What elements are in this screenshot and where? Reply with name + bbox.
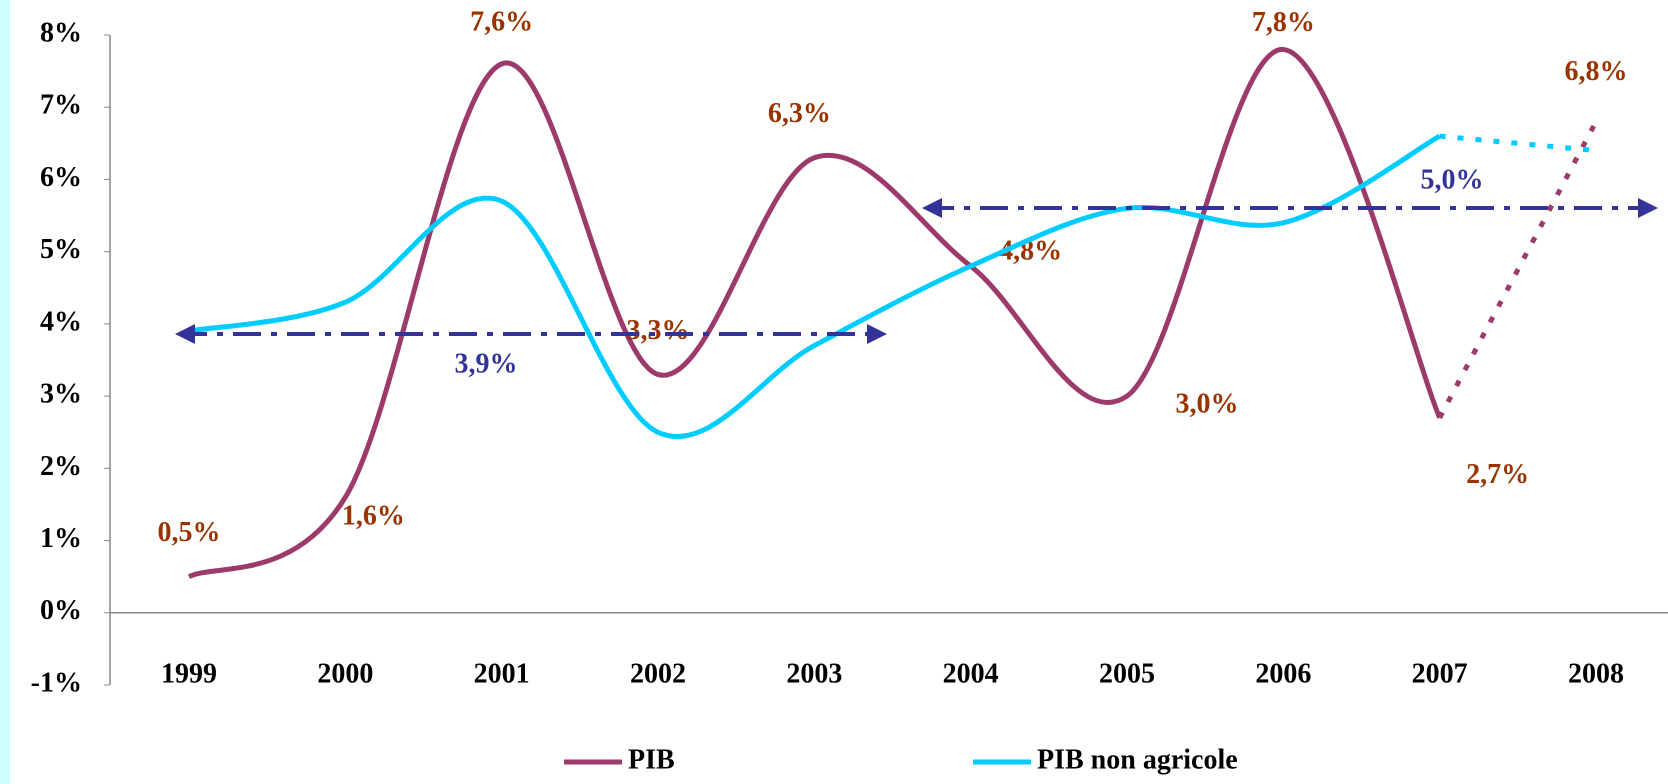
y-tick-label: 2% xyxy=(40,451,82,482)
series-line xyxy=(1439,133,1597,154)
y-tick-label: 6% xyxy=(40,162,82,193)
series-line xyxy=(1437,120,1599,419)
data-label: 3,3% xyxy=(627,315,690,346)
data-label: 2,7% xyxy=(1466,459,1529,490)
x-tick-label: 2004 xyxy=(943,658,999,689)
x-tick-label: 2008 xyxy=(1568,658,1624,689)
y-tick-label: 1% xyxy=(40,523,82,554)
data-label: 1,6% xyxy=(342,501,405,532)
data-label: 6,3% xyxy=(768,98,831,129)
y-tick-label: 0% xyxy=(40,595,82,626)
y-tick-label: 8% xyxy=(40,17,82,48)
data-label: 0,5% xyxy=(158,517,221,548)
series-line xyxy=(188,133,1441,440)
x-tick-label: 1999 xyxy=(161,658,217,689)
side-strip xyxy=(0,0,10,784)
y-tick-label: 4% xyxy=(40,306,82,337)
x-tick-label: 2000 xyxy=(317,658,373,689)
average-label: 3,9% xyxy=(455,348,518,379)
legend-label: PIB non agricole xyxy=(1037,744,1238,775)
series-line xyxy=(187,46,1442,579)
x-tick-label: 2001 xyxy=(474,658,530,689)
legend-label: PIB xyxy=(628,744,675,775)
data-label: 7,6% xyxy=(470,6,533,37)
data-label: 7,8% xyxy=(1252,7,1315,38)
data-label: 3,0% xyxy=(1176,389,1239,420)
x-tick-label: 2003 xyxy=(786,658,842,689)
y-tick-label: 5% xyxy=(40,234,82,265)
y-tick-label: 7% xyxy=(40,90,82,121)
y-tick-label: -1% xyxy=(31,667,82,698)
x-tick-label: 2006 xyxy=(1255,658,1311,689)
x-tick-label: 2005 xyxy=(1099,658,1155,689)
x-tick-label: 2007 xyxy=(1412,658,1468,689)
data-label: 6,8% xyxy=(1565,56,1628,87)
x-tick-label: 2002 xyxy=(630,658,686,689)
y-tick-label: 3% xyxy=(40,379,82,410)
average-label: 5,0% xyxy=(1421,164,1484,195)
